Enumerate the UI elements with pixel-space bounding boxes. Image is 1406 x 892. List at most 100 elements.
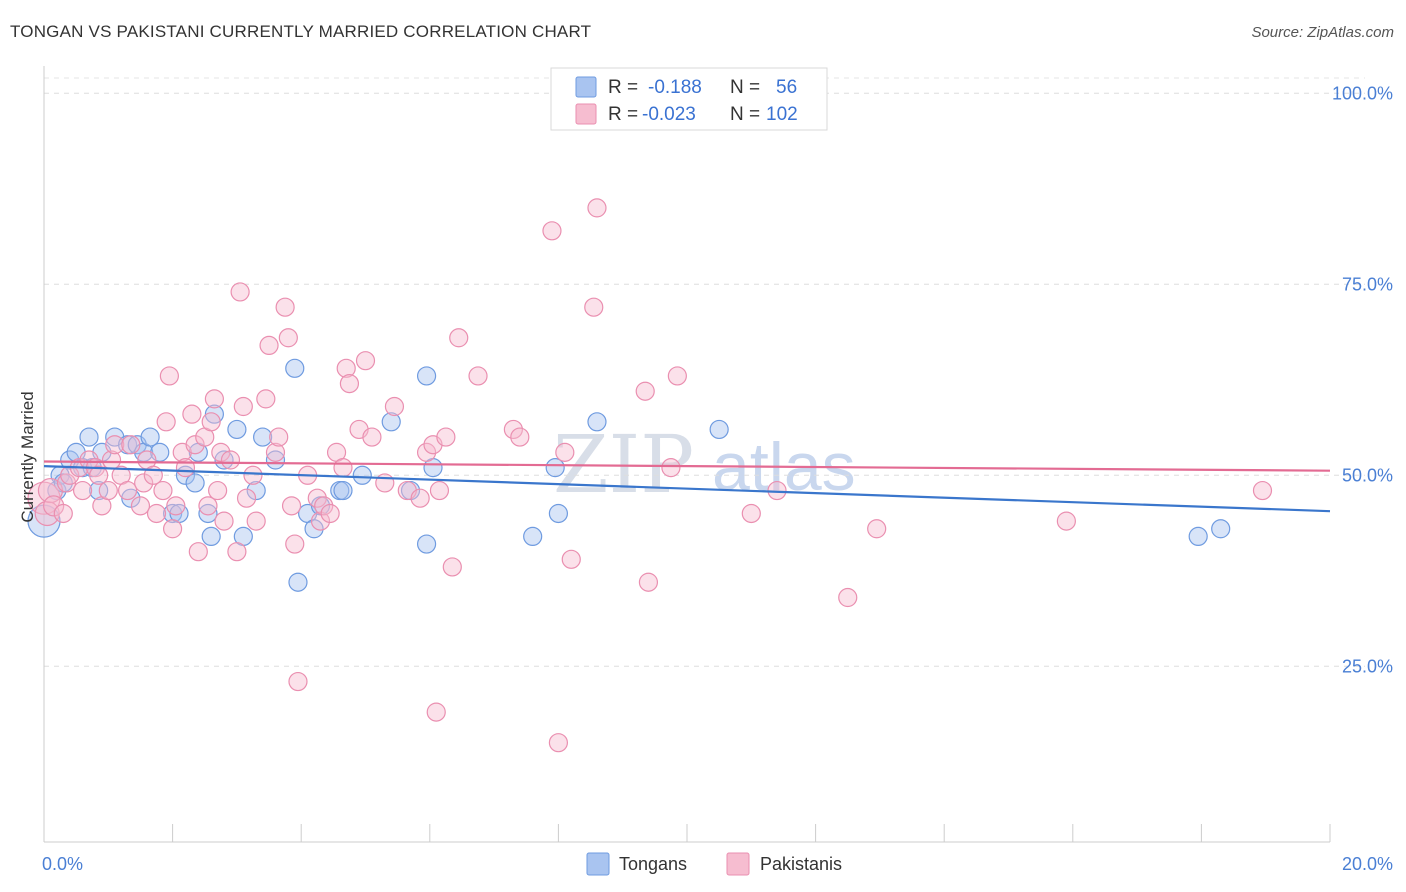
x-tick-label: 20.0% [1342, 854, 1393, 874]
pakistani-point [175, 458, 196, 478]
pakistani-point [741, 503, 761, 524]
tongan-point [253, 427, 273, 447]
tongan-point [185, 473, 205, 493]
pakistani-point [288, 671, 308, 692]
tick-labels: 25.0% 50.0% 75.0% 100.0% 0.0% 20.0% [42, 83, 1393, 874]
y-tick-label: 75.0% [1342, 274, 1393, 294]
pakistani-point [1056, 511, 1076, 531]
pakistani-point [72, 480, 93, 501]
y-tick-label: 25.0% [1342, 656, 1393, 676]
pakistani-point [587, 198, 607, 218]
legend-r-value-pakistanis: -0.023 [642, 104, 696, 125]
pakistani-point [233, 396, 253, 417]
tongan-point [285, 358, 305, 378]
pakistani-point [416, 442, 437, 462]
tongan-point [587, 412, 607, 432]
y-axis-label: Currently Married [18, 391, 37, 522]
pakistani-point [208, 480, 228, 501]
pakistani-point [429, 480, 450, 501]
data-points [27, 198, 1273, 753]
tongan-point [709, 419, 729, 440]
pakistani-point [503, 419, 523, 440]
pakistani-point [333, 458, 353, 478]
pakistani-point [310, 511, 331, 531]
pakistani-point [182, 404, 202, 424]
bottom-legend-swatch-pakistanis [726, 852, 750, 876]
pakistani-point [159, 366, 179, 386]
pakistani-point [243, 465, 263, 485]
tongan-point [416, 534, 437, 554]
x-tick-label: 0.0% [42, 854, 83, 874]
tongan-point [288, 572, 308, 592]
legend-r-label-pakistanis: R = [608, 104, 638, 125]
tongan-point [548, 503, 569, 524]
pakistani-point [146, 503, 167, 524]
pakistani-point [105, 435, 125, 455]
chart-title: TONGAN VS PAKISTANI CURRENTLY MARRIED CO… [10, 22, 592, 41]
pakistani-point [355, 351, 376, 371]
legend-n-value-tongans: 56 [776, 77, 797, 98]
pakistani-point [153, 480, 173, 501]
pakistani-point [43, 495, 65, 517]
pakistani-point [275, 297, 295, 317]
pakistani-point [468, 366, 488, 386]
pakistani-point [314, 496, 334, 516]
legend-n-value-pakistanis: 102 [766, 104, 798, 125]
pakistani-point [281, 496, 302, 516]
pakistani-point [867, 519, 887, 539]
trend-lines [43, 460, 1331, 513]
y-tick-label: 50.0% [1342, 465, 1393, 485]
chart-source: Source: ZipAtlas.com [1251, 24, 1394, 41]
pakistani-point [198, 496, 218, 516]
pakistani-point [265, 442, 286, 462]
pakistani-point [510, 427, 530, 447]
tongan-point [140, 427, 160, 447]
pakistani-point [256, 389, 276, 409]
pakistani-point [259, 335, 279, 355]
pakistani-point [635, 381, 655, 401]
pakistani-point [449, 328, 469, 348]
pakistani-point [548, 733, 569, 753]
pakistani-point [384, 396, 405, 417]
legend-n-label-pakistanis: N = [730, 104, 760, 125]
tongan-point [201, 526, 221, 547]
legend-swatch-tongans [575, 76, 597, 98]
pakistani-point [204, 389, 224, 409]
pakistani-point [98, 480, 118, 501]
y-tick-label: 100.0% [1332, 83, 1393, 103]
pakistani-point [269, 427, 289, 447]
tongan-point [545, 458, 565, 478]
tongan-point [1188, 526, 1208, 547]
bottom-legend: Tongans Pakistanis [586, 852, 842, 876]
pakistani-point [211, 442, 231, 462]
pakistani-point [375, 473, 395, 493]
tongan-point [381, 412, 401, 432]
pakistani-point [339, 374, 360, 394]
pakistani-point [426, 702, 446, 722]
tongan-point [304, 519, 324, 539]
pakistani-point [89, 465, 109, 485]
tongan-point [89, 480, 109, 501]
pakistani-point [661, 458, 681, 478]
tongan-point [352, 465, 372, 485]
tongan-point [1211, 519, 1231, 539]
pakistani-point [555, 442, 575, 462]
bottom-legend-swatch-tongans [586, 852, 610, 876]
pakistani-trend-line [43, 460, 1331, 472]
pakistani-point [121, 435, 141, 455]
pakistani-point [362, 427, 382, 447]
legend-r-value-tongans: -0.188 [648, 77, 702, 98]
pakistani-point [53, 503, 73, 524]
pakistani-point [246, 511, 266, 531]
pakistani-point [278, 328, 298, 348]
pakistani-point [130, 496, 151, 516]
tongan-point [198, 503, 218, 524]
pakistani-point [79, 450, 99, 470]
pakistani-point [584, 297, 604, 317]
pakistani-point [542, 221, 562, 241]
tongan-point [333, 480, 353, 501]
pakistani-point [117, 480, 138, 501]
pakistani-point [201, 412, 221, 432]
tongan-point [246, 480, 266, 501]
